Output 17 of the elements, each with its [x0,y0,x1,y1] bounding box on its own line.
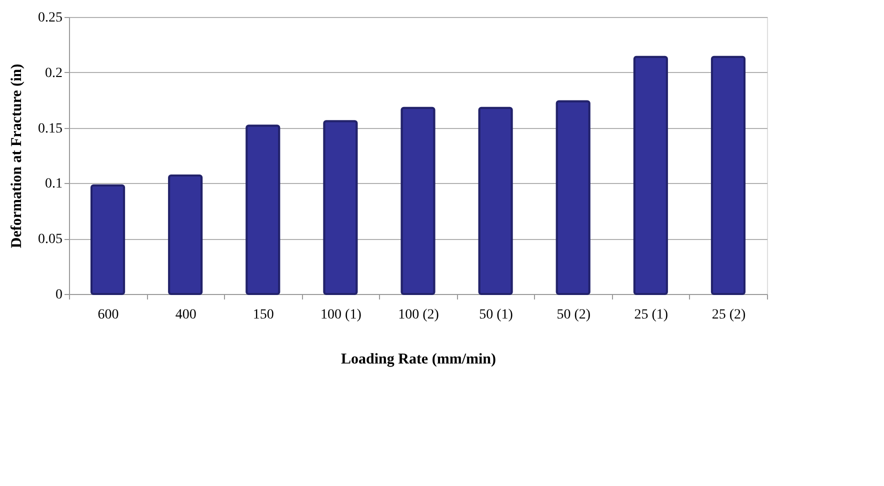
x-tick-label: 25 (2) [712,308,746,322]
y-tick-label: 0.2 [45,66,62,81]
x-tick-label: 25 (1) [634,308,668,322]
x-tick-label: 50 (1) [479,308,514,322]
x-tick-label: 50 (2) [556,308,591,322]
y-tick-label: 0 [56,288,62,302]
y-tick-label: 0.1 [45,176,62,192]
y-tick-label: 0.15 [38,121,62,136]
x-tick-label: 100 (2) [398,308,440,322]
x-axis-title: Loading Rate (mm/min) [341,352,496,368]
x-tick-label: 150 [252,308,274,322]
x-tick-label: 600 [98,308,119,322]
x-tick-label: 100 (1) [320,308,362,322]
y-tick-label: 0.25 [38,10,62,26]
y-axis-title: Deformation at Fracture (in) [9,64,25,248]
x-tick-label: 400 [175,308,196,322]
y-tick-label: 0.05 [38,232,62,248]
